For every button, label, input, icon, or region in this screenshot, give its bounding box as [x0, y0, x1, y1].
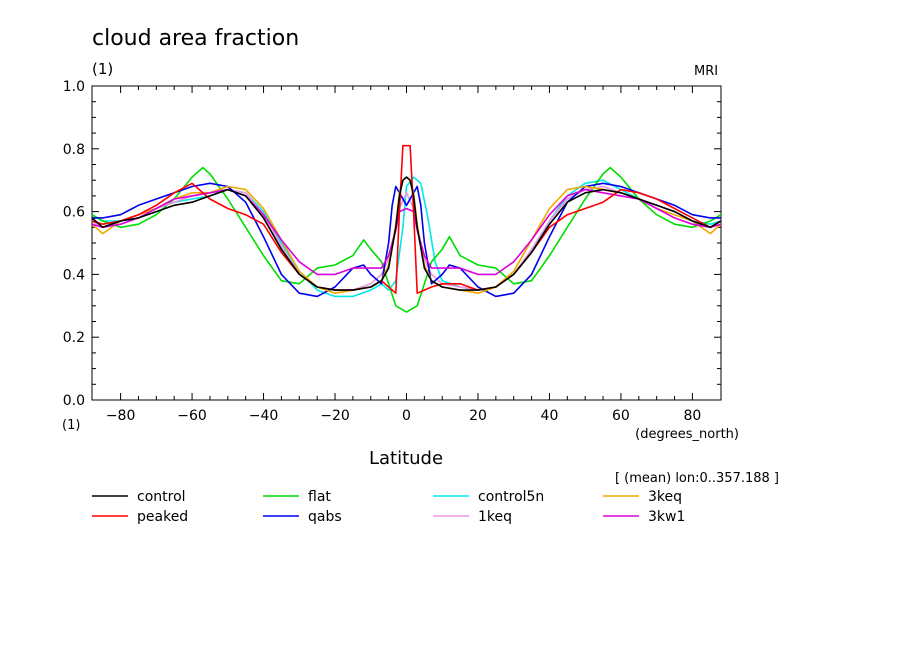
x-tick-label: −20	[320, 408, 350, 424]
y-unit-label-bottom: (1)	[62, 418, 80, 433]
y-tick-label: 0.6	[63, 205, 85, 221]
legend-label-3kw1: 3kw1	[648, 509, 685, 525]
x-tick-label: 80	[683, 408, 701, 424]
y-tick-label: 0.8	[63, 142, 85, 158]
x-tick-label: 40	[541, 408, 559, 424]
y-unit-label-top: (1)	[92, 60, 113, 78]
series-lines	[92, 144, 721, 313]
source-label: MRI	[694, 64, 718, 79]
legend: control peaked flat qabs control5n 1keq 3keq 3k…	[92, 489, 685, 525]
x-unit-label: (degrees_north)	[635, 427, 739, 442]
y-axis: 0.0 0.2 0.4 0.6 0.8 1.0	[63, 79, 721, 409]
y-tick-label: 0.2	[63, 330, 85, 346]
series-line-peaked	[92, 144, 721, 295]
subtitle-note: [ (mean) lon:0..357.188 ]	[615, 471, 779, 486]
x-tick-label: 0	[402, 408, 411, 424]
legend-label-control: control	[137, 489, 186, 505]
series-line-qabs	[92, 182, 721, 298]
x-tick-label: 20	[469, 408, 487, 424]
y-tick-label: 0.0	[63, 393, 85, 409]
plot-frame	[91, 85, 722, 401]
plot-area: −80 −60 −40 −20 0 20 40 60 80 0.0 0.2 0.4 0.6 0.8 1.0	[63, 79, 722, 424]
series-line-control	[92, 176, 721, 291]
legend-label-control5n: control5n	[478, 489, 544, 505]
x-axis: −80 −60 −40 −20 0 20 40 60 80	[106, 86, 701, 424]
x-tick-label: −40	[249, 408, 279, 424]
chart-title: cloud area fraction	[92, 26, 299, 51]
x-axis-label: Latitude	[369, 448, 443, 469]
legend-label-1keq: 1keq	[478, 509, 512, 525]
series-line-flat	[92, 166, 721, 313]
legend-label-3keq: 3keq	[648, 489, 682, 505]
y-tick-label: 0.4	[63, 267, 85, 283]
legend-label-qabs: qabs	[308, 509, 342, 525]
x-tick-label: 60	[612, 408, 630, 424]
x-tick-label: −60	[177, 408, 207, 424]
legend-label-flat: flat	[308, 489, 331, 505]
x-tick-label: −80	[106, 408, 136, 424]
series-line-1keq	[92, 185, 721, 291]
legend-label-peaked: peaked	[137, 509, 188, 525]
series-line-3kw1	[92, 188, 721, 276]
y-tick-label: 1.0	[63, 79, 85, 95]
